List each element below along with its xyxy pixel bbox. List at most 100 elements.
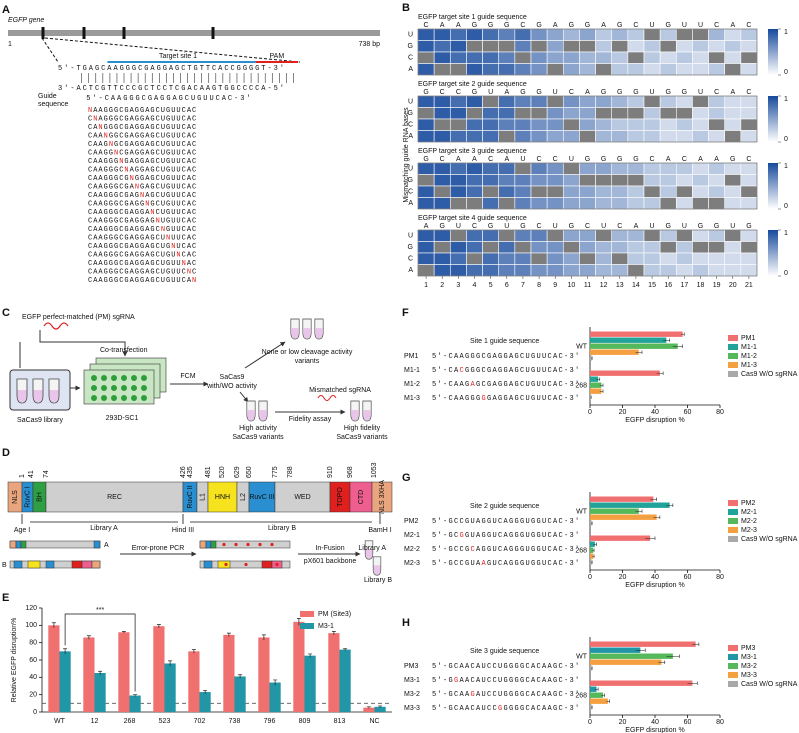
tube — [372, 556, 382, 576]
heat-cell — [708, 28, 726, 41]
sequence-title: Site 3 guide sequence — [470, 648, 539, 655]
bar — [590, 343, 678, 349]
base-run: 5'-GCAACAUCC — [432, 705, 498, 713]
x-tick-label: 0 — [588, 409, 592, 416]
heat-cell — [659, 162, 677, 175]
legend-swatch — [728, 362, 738, 368]
sequence-name: M1-2 — [404, 381, 420, 388]
workflow-text: High activity — [239, 425, 277, 432]
error-bar — [591, 705, 593, 709]
heatmap-title: EGFP target site 4 guide sequence — [418, 215, 527, 222]
error-bar — [296, 618, 301, 626]
heat-cell — [530, 51, 548, 64]
match-cell — [595, 229, 613, 242]
x-tick-label: 813 — [334, 718, 346, 725]
workflow-text: SaCas9 library — [17, 417, 63, 424]
heat-cell — [659, 28, 677, 41]
heat-cell — [724, 264, 742, 277]
colorbar-tick-label: 1 — [784, 230, 788, 237]
heat-cell — [595, 264, 613, 277]
heat-cell — [530, 162, 548, 175]
sequence-letter: U — [488, 89, 493, 96]
workflow-text: Fidelity assay — [289, 416, 332, 423]
heat-cell — [692, 130, 709, 143]
error-bar — [86, 635, 91, 640]
heat-cell — [498, 95, 516, 108]
sequence-letter: A — [440, 22, 445, 29]
mismatch-base: N — [124, 166, 129, 174]
x-tick-label: 20 — [729, 282, 737, 289]
sequence-title: Site 1 guide sequence — [470, 338, 539, 345]
legend-swatch — [728, 500, 738, 506]
gene-bar — [8, 30, 380, 36]
bar — [590, 331, 683, 337]
mismatch-guide: CANGGGCGAGGAGCUGUUCAC — [88, 124, 197, 132]
workflow-text: High fidelity — [344, 425, 381, 432]
sequence-letter: A — [504, 89, 509, 96]
bar — [328, 633, 340, 712]
row-label: A — [408, 200, 413, 207]
heat-cell — [433, 51, 451, 64]
heat-cell — [482, 229, 500, 242]
mismatch-base: N — [145, 200, 150, 208]
sequence-letter: A — [504, 156, 509, 163]
heat-cell — [562, 95, 580, 108]
base-run: 5'-CAAG — [432, 381, 471, 389]
heat-cell — [659, 174, 677, 187]
error-bar — [681, 332, 685, 336]
error-bar — [592, 554, 595, 558]
heat-cell — [708, 130, 726, 143]
match-cell — [562, 241, 580, 254]
category-label: 268 — [575, 692, 587, 699]
bar — [590, 698, 608, 704]
base-run: CAAGGGCGAGGAGC — [88, 226, 161, 234]
bar — [94, 673, 106, 712]
bar — [590, 388, 602, 394]
heat-cell — [708, 162, 726, 175]
sequence-letter: C — [714, 22, 719, 29]
heat-cell — [724, 118, 742, 131]
domain-label: REC — [107, 494, 122, 501]
match-cell — [498, 197, 516, 210]
domain-label: RuvC III — [249, 494, 274, 501]
heat-cell — [449, 264, 467, 277]
mismatch-base: N — [140, 192, 145, 200]
error-bar — [666, 503, 674, 507]
y-tick-label: 40 — [29, 674, 37, 681]
heat-cell — [643, 197, 661, 210]
row-label: G — [408, 177, 413, 184]
base-run: 5'-GCAA — [432, 691, 471, 699]
heat-cell — [514, 252, 532, 265]
heat-cell — [579, 51, 596, 64]
arrow — [244, 341, 286, 369]
panel-label: E — [2, 592, 9, 604]
sequence-letter: A — [730, 22, 735, 29]
base-run: AACAUCCUGGGGCACAAGC-3' — [460, 677, 581, 685]
mismatch-guide: CAAGGGCGAGGAGCUGNUCAC — [88, 243, 197, 251]
match-cell — [627, 264, 645, 277]
y-tick-label: 80 — [29, 640, 37, 647]
base-run: 5'-G — [432, 677, 454, 685]
match-cell — [724, 63, 742, 76]
match-cell — [546, 63, 564, 76]
heat-cell — [611, 95, 629, 108]
heat-cell — [530, 197, 548, 210]
heat-cell — [611, 162, 629, 175]
legend-swatch — [728, 371, 738, 377]
domain-label: BH — [36, 492, 43, 502]
domain-label: NLS — [12, 490, 19, 504]
base-run: CAAGGGCG — [88, 175, 130, 183]
heat-cell — [724, 185, 742, 198]
match-cell — [449, 63, 467, 76]
match-cell — [466, 252, 483, 265]
sequence-letter: A — [730, 89, 735, 96]
match-cell — [433, 63, 451, 76]
heat-cell — [595, 40, 613, 53]
bar — [590, 541, 595, 547]
sequence-letter: C — [714, 89, 719, 96]
sequence: 5'-CAAGAGCGAGGAGCUGUUCAC-3' — [432, 381, 581, 389]
x-tick-label: 40 — [651, 574, 659, 581]
sequence-name: PM3 — [404, 663, 419, 670]
sequence-letter: G — [536, 89, 541, 96]
heat-cell — [659, 130, 677, 143]
